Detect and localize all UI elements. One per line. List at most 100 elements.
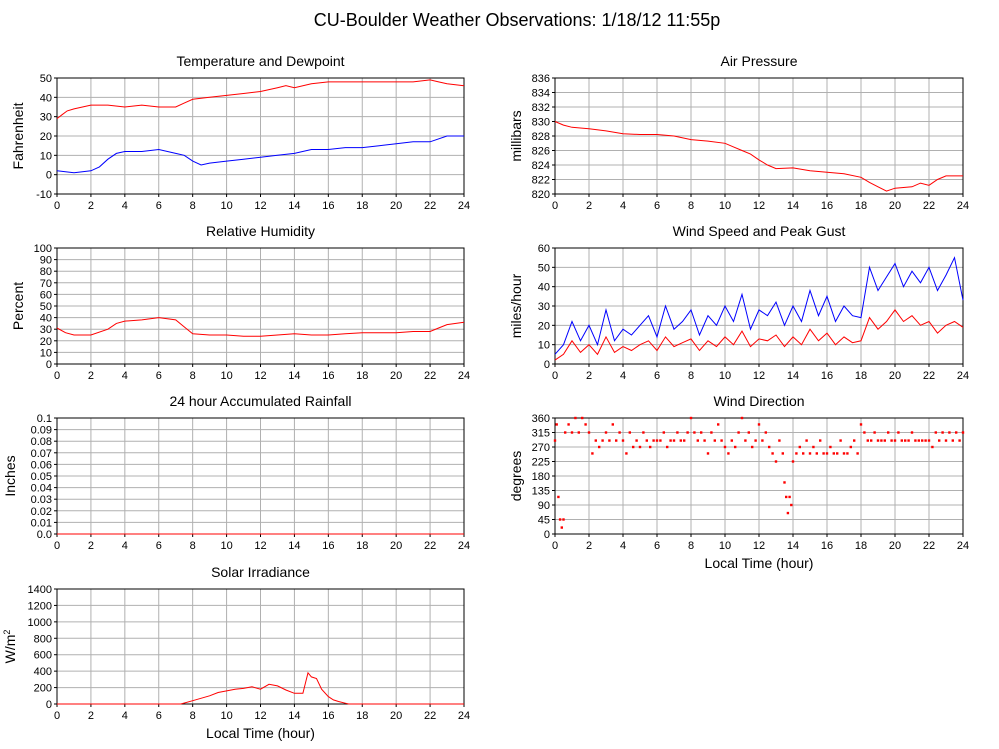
wind_dir-series-0-point [802,452,805,455]
pressure-ytick-label: 820 [532,189,550,201]
wind_dir-series-0-point [788,495,791,499]
wind_dir-series-0-point [717,423,720,426]
humidity-xtick-label: 20 [390,370,402,382]
solar-xtick-label: 6 [156,710,162,722]
solar-xtick-label: 2 [88,710,94,722]
wind_dir-series-0-point [829,445,832,449]
rainfall-ylabel: Inches [2,455,18,496]
pressure-xtick-label: 22 [923,200,935,212]
pressure-ytick-label: 826 [532,146,550,158]
wind_speed-ytick-label: 20 [538,320,550,332]
wind_dir-series-0-point [564,431,567,434]
pressure-xtick-label: 24 [957,200,969,212]
wind_dir-series-0-point [866,439,869,442]
solar-title: Solar Irradiance [211,564,310,580]
wind_dir-series-0-point [591,452,594,455]
wind_speed-xtick-label: 22 [923,370,935,382]
wind_dir-xtick-label: 2 [586,540,592,552]
humidity-xtick-label: 8 [190,370,196,382]
temp-xtick-label: 24 [458,200,470,212]
wind_dir-series-0-point [914,439,917,442]
solar-xtick-label: 16 [322,710,334,722]
wind_dir-series-0-point [598,445,601,449]
humidity-ytick-label: 60 [40,289,52,301]
wind_dir-series-0-point [849,445,852,449]
pressure-ytick-label: 836 [532,73,550,85]
solar-xtick-label: 20 [390,710,402,722]
rainfall-ytick-label: 0.09 [31,425,52,437]
temp-xtick-label: 6 [156,200,162,212]
rainfall-ytick-label: 0.05 [31,471,52,483]
rainfall-xtick-label: 20 [390,540,402,552]
wind_dir-series-0-point [856,452,859,455]
temp-ytick-label: 10 [40,150,52,162]
wind_dir-series-0-point [870,439,873,442]
temp-series-0-line [56,79,465,119]
humidity-xtick-label: 14 [288,370,300,382]
rainfall-xtick-label: 2 [88,540,94,552]
humidity-xtick-label: 6 [156,370,162,382]
wind_dir-series-0-point [958,439,961,442]
solar-ytick-label: 600 [34,650,52,662]
wind_dir-series-0-point [774,460,778,463]
wind_dir-series-0-point [727,452,730,455]
wind_dir-series-0-point [625,452,628,455]
wind_dir-series-0-point [846,452,849,455]
wind_dir-series-0-point [887,431,890,434]
humidity-xtick-label: 10 [220,370,232,382]
humidity-xtick-label: 16 [322,370,334,382]
wind_dir-xtick-label: 8 [688,540,694,552]
wind_dir-series-0-point [615,439,618,442]
wind_dir-series-0-point [890,439,893,442]
wind_dir-series-0-point [778,439,781,442]
wind_dir-series-0-point [757,423,761,426]
rainfall-xtick-label: 8 [190,540,196,552]
wind_dir-title: Wind Direction [713,393,804,409]
wind_dir-ytick-label: 90 [538,500,550,512]
pressure-xtick-label: 14 [787,200,799,212]
wind_dir-series-0-point [790,503,793,507]
wind_dir-xtick-label: 16 [821,540,833,552]
humidity-xtick-label: 24 [458,370,470,382]
humidity-ytick-label: 20 [40,336,52,348]
wind_dir-ytick-label: 225 [532,457,550,469]
wind_dir-ylabel: degrees [508,451,524,502]
wind_dir-series-0-point [873,431,876,434]
temp-xtick-label: 4 [122,200,128,212]
wind_speed-title: Wind Speed and Peak Gust [673,223,846,239]
wind_dir-series-0-point [652,439,655,442]
humidity-ytick-label: 0 [46,359,52,371]
wind_dir-series-0-point [700,431,703,434]
temp-xtick-label: 2 [88,200,94,212]
wind_dir-series-0-point [703,439,706,442]
solar-ytick-label: 200 [34,683,52,695]
wind_dir-series-0-point [560,526,563,529]
humidity-xtick-label: 22 [424,370,436,382]
rainfall-xtick-label: 0 [54,540,60,552]
wind_speed-ytick-label: 10 [538,340,550,352]
pressure-ytick-label: 832 [532,102,550,114]
rainfall-title: 24 hour Accumulated Rainfall [169,393,351,409]
solar-ytick-label: 1400 [28,584,52,596]
wind_dir-ytick-label: 45 [538,515,550,527]
rainfall-xtick-label: 18 [356,540,368,552]
humidity-ylabel: Percent [10,282,26,330]
wind_dir-series-0-point [880,439,883,442]
wind_dir-series-0-point [723,445,727,449]
temp-xtick-label: 18 [356,200,368,212]
wind_dir-ytick-label: 315 [532,428,550,440]
wind_dir-series-0-point [584,423,587,426]
pressure-xtick-label: 10 [719,200,731,212]
wind_dir-series-0-point [941,431,944,434]
rainfall-xtick-label: 4 [122,540,128,552]
temp-xtick-label: 14 [288,200,300,212]
solar-xtick-label: 24 [458,710,470,722]
solar-ytick-label: 400 [34,666,52,678]
wind_dir-series-0-point [683,439,686,442]
wind_dir-series-0-point [751,445,754,449]
wind_dir-series-0-point [562,518,565,521]
